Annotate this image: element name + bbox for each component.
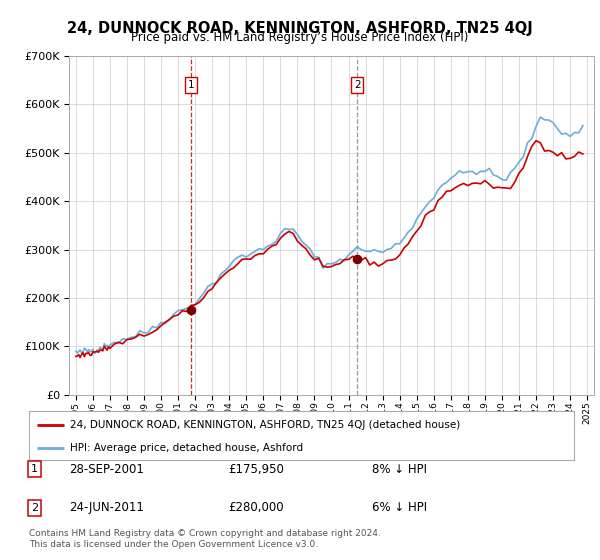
- Text: 1: 1: [31, 464, 38, 474]
- Text: 2: 2: [354, 80, 361, 90]
- Point: [186, 305, 196, 314]
- Text: 24, DUNNOCK ROAD, KENNINGTON, ASHFORD, TN25 4QJ (detached house): 24, DUNNOCK ROAD, KENNINGTON, ASHFORD, T…: [70, 420, 460, 430]
- Text: 2: 2: [31, 503, 38, 513]
- Text: Contains HM Land Registry data © Crown copyright and database right 2024.
This d: Contains HM Land Registry data © Crown c…: [29, 529, 380, 549]
- Text: HPI: Average price, detached house, Ashford: HPI: Average price, detached house, Ashf…: [70, 443, 303, 453]
- Text: 28-SEP-2001: 28-SEP-2001: [69, 463, 144, 476]
- Text: 24-JUN-2011: 24-JUN-2011: [69, 501, 144, 515]
- Point: [352, 255, 362, 264]
- Text: 6% ↓ HPI: 6% ↓ HPI: [372, 501, 427, 515]
- Text: 8% ↓ HPI: 8% ↓ HPI: [372, 463, 427, 476]
- Text: 1: 1: [188, 80, 194, 90]
- Text: 24, DUNNOCK ROAD, KENNINGTON, ASHFORD, TN25 4QJ: 24, DUNNOCK ROAD, KENNINGTON, ASHFORD, T…: [67, 21, 533, 36]
- Text: £280,000: £280,000: [228, 501, 284, 515]
- Text: £175,950: £175,950: [228, 463, 284, 476]
- Text: Price paid vs. HM Land Registry’s House Price Index (HPI): Price paid vs. HM Land Registry’s House …: [131, 31, 469, 44]
